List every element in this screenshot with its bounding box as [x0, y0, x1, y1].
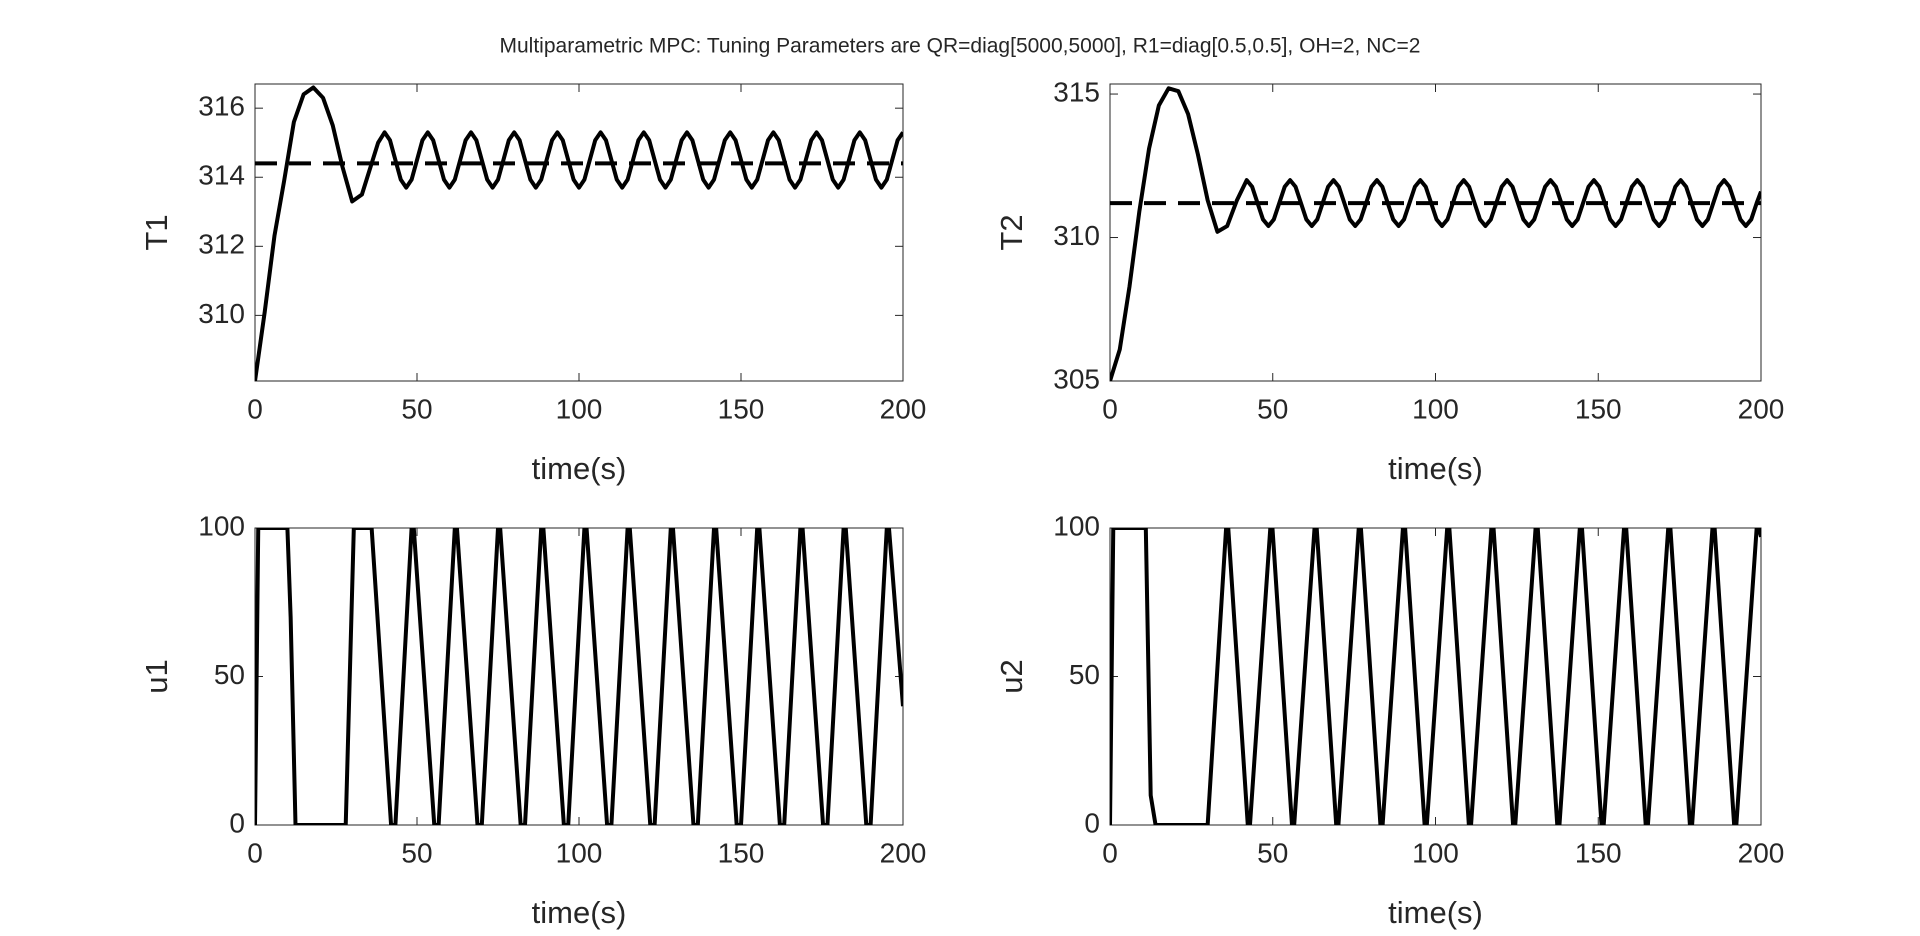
y-tick-label: 305: [1053, 363, 1100, 394]
axes-box: [254, 527, 904, 826]
x-axis-label: time(s): [1388, 895, 1483, 930]
y-tick-label: 310: [1053, 220, 1100, 251]
data-line: [1110, 86, 1761, 381]
x-axis-label: time(s): [1388, 451, 1483, 486]
x-axis-label: time(s): [532, 895, 627, 930]
plot-area: [255, 85, 903, 381]
x-tick-label: 50: [401, 837, 432, 868]
x-tick-label: 0: [247, 837, 263, 868]
y-tick-label: 0: [1084, 807, 1100, 838]
y-axis-label: u1: [139, 659, 174, 693]
y-tick-label: 312: [198, 229, 245, 260]
x-tick-label: 100: [1412, 393, 1459, 424]
y-axis-label: u2: [994, 659, 1029, 693]
y-tick-label: 50: [214, 659, 245, 690]
y-tick-label: 310: [198, 298, 245, 329]
y-tick-label: 0: [229, 807, 245, 838]
x-tick-label: 0: [1102, 837, 1118, 868]
plot-area: [1110, 528, 1761, 825]
x-tick-label: 100: [556, 837, 603, 868]
x-tick-label: 150: [1575, 837, 1622, 868]
x-tick-label: 200: [1738, 393, 1785, 424]
y-axis-label: T1: [139, 214, 174, 250]
x-tick-label: 50: [1257, 393, 1288, 424]
y-tick-label: 314: [198, 160, 245, 191]
plot-area: [1110, 86, 1761, 381]
data-line: [255, 85, 903, 381]
y-tick-label: 100: [198, 510, 245, 541]
x-tick-label: 150: [1575, 393, 1622, 424]
axes-box: [254, 83, 904, 382]
x-tick-label: 150: [718, 837, 765, 868]
data-line: [1110, 528, 1761, 825]
x-tick-label: 100: [556, 393, 603, 424]
x-tick-label: 50: [401, 393, 432, 424]
data-line: [255, 528, 903, 825]
x-tick-label: 100: [1412, 837, 1459, 868]
y-tick-label: 315: [1053, 76, 1100, 107]
x-tick-label: 0: [1102, 393, 1118, 424]
y-tick-label: 316: [198, 91, 245, 122]
x-tick-label: 200: [1738, 837, 1785, 868]
x-tick-label: 0: [247, 393, 263, 424]
y-tick-label: 50: [1069, 659, 1100, 690]
figure-title: Multiparametric MPC: Tuning Parameters a…: [500, 35, 1421, 58]
y-tick-label: 100: [1053, 510, 1100, 541]
y-axis-label: T2: [994, 214, 1029, 250]
x-tick-label: 200: [880, 393, 927, 424]
x-tick-label: 150: [718, 393, 765, 424]
plot-area: [255, 528, 903, 825]
x-tick-label: 50: [1257, 837, 1288, 868]
x-axis-label: time(s): [532, 451, 627, 486]
axes-box: [1109, 83, 1762, 382]
x-tick-label: 200: [880, 837, 927, 868]
